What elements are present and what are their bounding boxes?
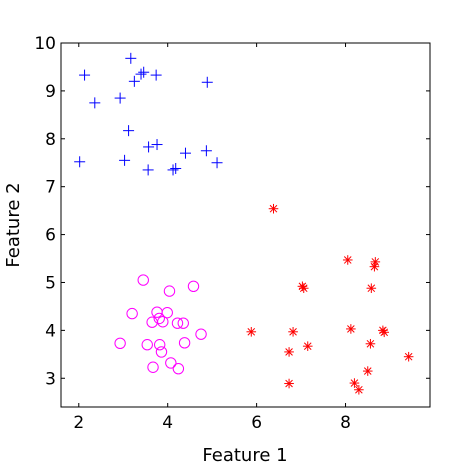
asterisk-marker xyxy=(366,283,377,294)
plus-marker xyxy=(128,75,140,87)
y-tick-label: 6 xyxy=(45,226,56,246)
plus-marker xyxy=(119,154,131,166)
y-tick-label: 10 xyxy=(34,34,56,54)
circle-marker xyxy=(178,337,191,349)
circle-marker xyxy=(177,317,189,329)
x-tick-label: 4 xyxy=(162,413,173,433)
plus-marker xyxy=(89,97,101,109)
circle-marker xyxy=(153,312,165,325)
asterisk-marker xyxy=(403,351,414,362)
asterisk-marker xyxy=(346,324,356,334)
plus-marker xyxy=(200,145,212,157)
asterisk-marker xyxy=(379,327,390,338)
asterisk-marker xyxy=(369,261,380,272)
plus-marker xyxy=(151,139,163,151)
plus-marker xyxy=(150,69,162,81)
plus-marker xyxy=(74,156,86,168)
x-axis-label: Feature 1 xyxy=(202,445,287,466)
asterisk-marker xyxy=(349,378,360,388)
plus-marker xyxy=(211,157,223,169)
plus-marker xyxy=(79,69,91,81)
y-tick-label: 4 xyxy=(45,321,56,341)
y-tick-label: 8 xyxy=(45,130,56,150)
circle-marker xyxy=(157,316,169,328)
circle-marker xyxy=(126,307,138,320)
asterisk-marker xyxy=(302,341,313,351)
circle-marker xyxy=(161,306,173,319)
asterisk-marker xyxy=(288,327,298,337)
plus-marker xyxy=(201,76,213,88)
x-tick-label: 6 xyxy=(251,413,262,433)
plus-marker xyxy=(179,147,191,159)
plus-marker xyxy=(142,164,154,176)
plus-marker xyxy=(167,164,179,176)
plus-marker xyxy=(170,162,182,174)
plus-marker xyxy=(114,92,126,104)
x-tick-label: 8 xyxy=(340,413,351,433)
circle-marker xyxy=(171,317,184,329)
plus-marker xyxy=(135,68,147,80)
asterisk-marker xyxy=(362,366,373,376)
plus-marker xyxy=(138,66,150,78)
y-tick-label: 5 xyxy=(45,273,56,293)
y-tick-label: 7 xyxy=(45,178,56,198)
asterisk-marker xyxy=(370,257,381,267)
circle-marker xyxy=(137,274,149,286)
asterisk-marker xyxy=(284,347,294,357)
axis-ticks: 2 4 6 8 3 4 5 6 7 8 9 10 xyxy=(34,34,430,433)
circle-marker xyxy=(153,339,166,351)
circle-marker xyxy=(195,328,207,340)
plus-marker xyxy=(123,125,135,137)
y-axis-label: Feature 2 xyxy=(3,182,24,267)
asterisk-marker xyxy=(365,338,376,349)
asterisk-marker xyxy=(284,378,294,389)
y-tick-label: 9 xyxy=(45,82,56,102)
circle-marker xyxy=(165,357,177,369)
circle-marker xyxy=(163,285,176,297)
asterisk-marker xyxy=(298,283,309,294)
plus-marker xyxy=(125,52,137,64)
asterisk-marker xyxy=(342,255,353,265)
circle-marker xyxy=(114,337,126,349)
circle-marker xyxy=(147,361,159,373)
plus-marker xyxy=(143,141,155,153)
data-points xyxy=(74,52,414,395)
asterisk-marker xyxy=(354,384,364,395)
y-tick-label: 3 xyxy=(45,369,56,389)
x-tick-label: 2 xyxy=(73,413,84,433)
circle-marker xyxy=(141,339,153,351)
circle-marker xyxy=(187,280,200,293)
circle-marker xyxy=(155,346,168,358)
asterisk-marker xyxy=(246,327,257,337)
asterisk-marker xyxy=(268,203,279,214)
circle-marker xyxy=(172,362,185,375)
